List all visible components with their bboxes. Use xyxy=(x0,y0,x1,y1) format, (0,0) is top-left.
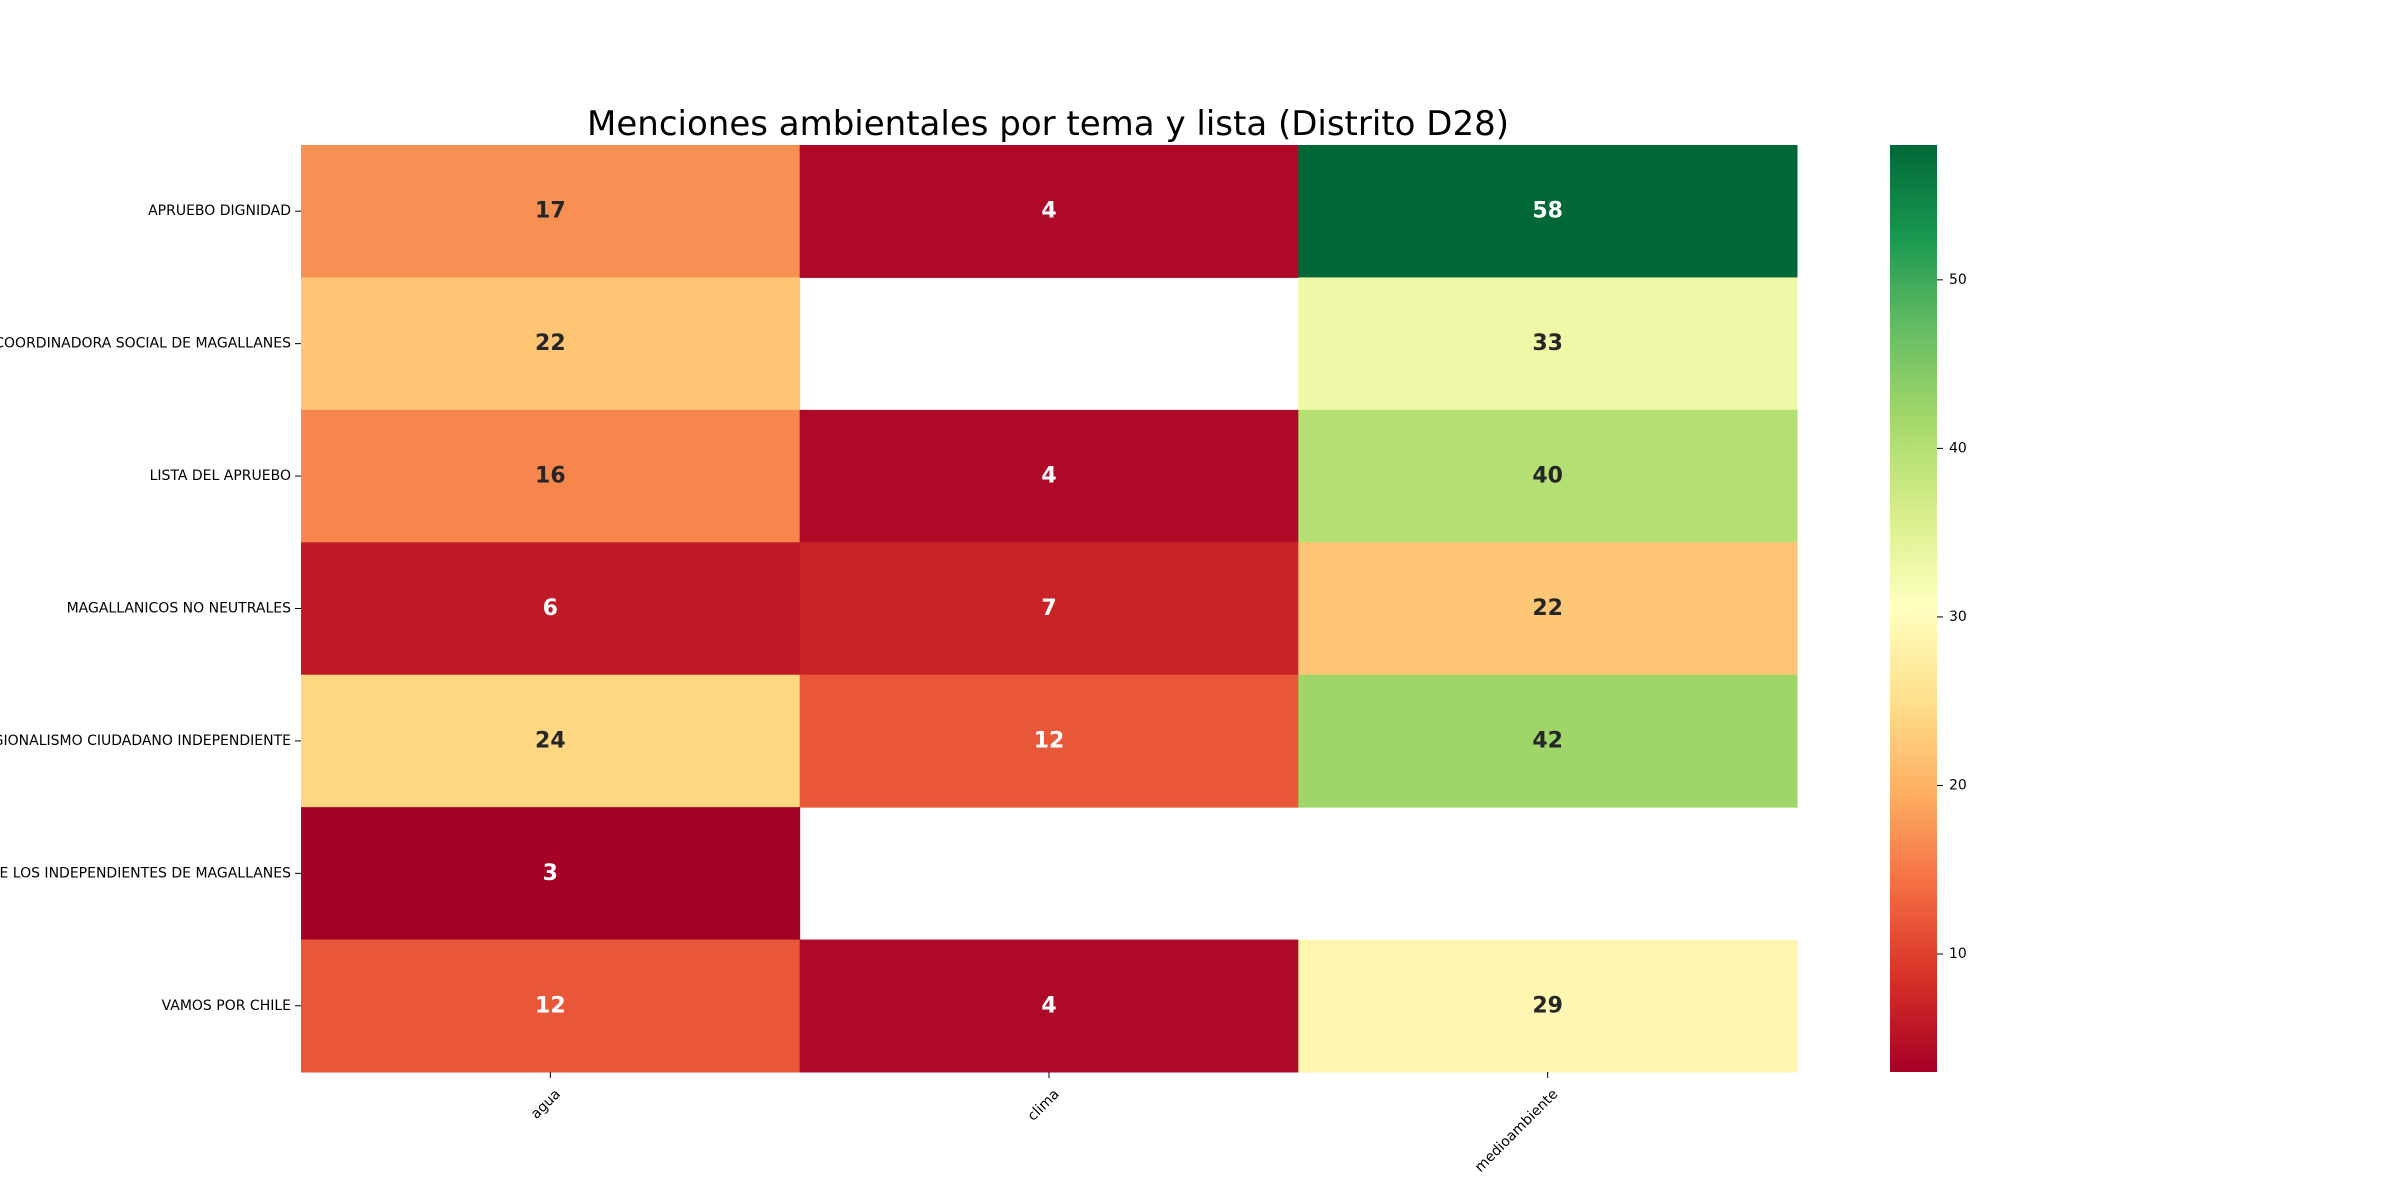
heatmap-cell xyxy=(301,674,801,808)
y-tick-label: MAGALLANICOS NO NEUTRALES xyxy=(67,601,292,617)
colorbar-tick-label: 20 xyxy=(1949,777,1967,793)
heatmap-cell xyxy=(301,939,801,1073)
cell-value-label: 17 xyxy=(535,199,566,224)
x-tick-label: medioambiente xyxy=(1472,1086,1561,1175)
y-tick-label: LISTA DEL APRUEBO xyxy=(150,468,291,484)
colorbar-tick-label: 30 xyxy=(1949,609,1967,625)
heatmap-cell xyxy=(1298,145,1798,278)
heatmap-cell xyxy=(301,145,801,278)
heatmap-cell xyxy=(1298,939,1798,1073)
heatmap-cell xyxy=(799,145,1299,278)
cell-value-label: 7 xyxy=(1041,596,1056,621)
cell-value-label: 12 xyxy=(1034,728,1065,753)
colorbar-tick-label: 10 xyxy=(1949,946,1967,962)
heatmap-cells xyxy=(301,145,1798,1073)
cell-value-label: 4 xyxy=(1041,199,1056,224)
y-tick-label: APRUEBO DIGNIDAD xyxy=(148,203,291,219)
heatmap-cell xyxy=(301,807,801,941)
cell-value-label: 4 xyxy=(1041,464,1056,489)
heatmap-cell xyxy=(799,674,1299,808)
cell-value-label: 16 xyxy=(535,464,566,489)
cell-value-label: 3 xyxy=(543,861,558,886)
chart-title: Menciones ambientales por tema y lista (… xyxy=(587,104,1509,144)
heatmap-cell xyxy=(1298,277,1798,411)
colorbar-tick-label: 40 xyxy=(1949,440,1967,456)
heatmap-cell xyxy=(1298,674,1798,808)
heatmap-cell xyxy=(1298,409,1798,543)
cell-value-label: 12 xyxy=(535,993,566,1018)
x-axis-ticks: agua clima medioambiente xyxy=(528,1072,1561,1176)
heatmap-cell xyxy=(799,409,1299,543)
y-tick-label: REGIONALISMO CIUDADANO INDEPENDIENTE xyxy=(0,733,291,749)
colorbar-ticks: 10 20 30 40 50 xyxy=(1937,272,1967,962)
heatmap-cell xyxy=(1298,542,1798,676)
colorbar: 10 20 30 40 50 xyxy=(1890,145,1967,1072)
cell-value-label: 4 xyxy=(1041,993,1056,1018)
cell-value-label: 22 xyxy=(535,331,566,356)
x-tick-label: clima xyxy=(1025,1086,1063,1124)
cell-value-label: 42 xyxy=(1532,728,1563,753)
cell-value-label: 6 xyxy=(543,596,558,621)
heatmap-cell xyxy=(301,277,801,411)
cell-value-label: 40 xyxy=(1532,464,1563,489)
y-axis-ticks: APRUEBO DIGNIDAD COORDINADORA SOCIAL DE M… xyxy=(0,203,301,1014)
cell-value-label: 29 xyxy=(1532,993,1563,1018)
cell-value-label: 58 xyxy=(1532,199,1563,224)
y-tick-label: COORDINADORA SOCIAL DE MAGALLANES xyxy=(0,336,291,352)
x-tick-label: agua xyxy=(528,1086,564,1122)
y-tick-label: PARTIDO DE LOS INDEPENDIENTES DE MAGALLA… xyxy=(0,865,291,881)
heatmap-cell xyxy=(799,542,1299,676)
colorbar-gradient xyxy=(1890,145,1937,1072)
cell-value-label: 33 xyxy=(1532,331,1563,356)
cell-value-label: 24 xyxy=(535,728,566,753)
heatmap-cell xyxy=(301,542,801,676)
y-tick-label: VAMOS POR CHILE xyxy=(162,998,291,1014)
colorbar-tick-label: 50 xyxy=(1949,272,1967,288)
cell-value-label: 22 xyxy=(1532,596,1563,621)
heatmap-cell xyxy=(301,409,801,543)
heatmap-cell xyxy=(799,939,1299,1073)
heatmap-cell-labels: 17 4 58 22 33 16 4 40 6 7 22 24 12 42 3 12 4 29 xyxy=(535,199,1563,1019)
